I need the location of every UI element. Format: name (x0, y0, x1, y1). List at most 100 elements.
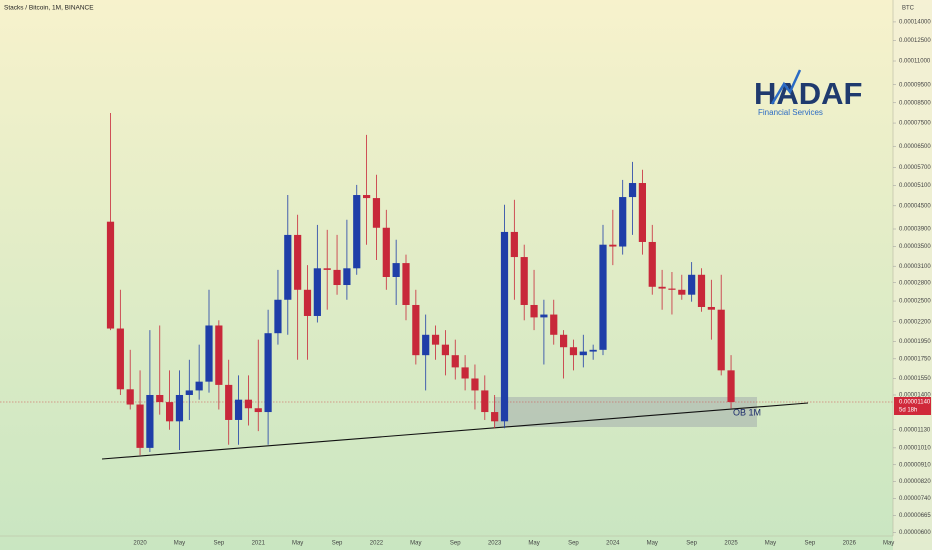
x-tick-label: 2023 (488, 541, 502, 547)
candle-body (363, 195, 371, 199)
y-tick-label: 0.00003100 (899, 264, 931, 270)
order-block-zone (494, 397, 757, 427)
y-tick-label: 0.00014000 (899, 20, 931, 26)
candles (106, 113, 735, 456)
candle-body (412, 304, 420, 356)
candle-body (717, 309, 725, 371)
candle-body (274, 299, 282, 334)
x-tick-label: Sep (805, 541, 816, 547)
x-tick-label: May (528, 541, 539, 547)
candle-body (530, 304, 538, 318)
y-tick-label: 0.00005700 (899, 165, 931, 171)
candle-body (491, 412, 499, 422)
y-tick-label: 0.00011000 (899, 59, 931, 65)
candle-body (579, 351, 587, 356)
candle-body (185, 390, 193, 395)
candle-body (648, 241, 656, 287)
x-tick-label: Sep (214, 541, 225, 547)
trend-line (101, 402, 809, 460)
candle-body (284, 234, 292, 300)
candle-body (628, 183, 637, 198)
candle-body (225, 384, 233, 420)
candle-body (244, 399, 252, 409)
candle-body (303, 289, 312, 316)
candle-body (195, 381, 203, 391)
candle-body (126, 389, 134, 405)
candle-body (402, 263, 410, 305)
candle-body (668, 288, 676, 290)
chart-title: Stacks / Bitcoin, 1M, BINANCE (4, 5, 94, 12)
x-tick-label: Sep (450, 541, 461, 547)
y-tick-label: 0.00000665 (899, 513, 931, 519)
y-tick-label: 0.00012500 (899, 38, 931, 44)
candle-body (254, 408, 262, 413)
x-tick-label: May (647, 541, 658, 547)
y-tick-label: 0.00001130 (899, 427, 931, 433)
candle-body (500, 231, 509, 422)
candle-body (116, 328, 124, 390)
candle-body (294, 234, 302, 290)
last-price-badge (894, 397, 931, 415)
candle-body (166, 402, 174, 422)
candle-body (560, 334, 568, 348)
candle-body (697, 274, 706, 307)
x-tick-label: May (883, 541, 894, 547)
x-tick-label: May (174, 541, 185, 547)
candle-body (264, 333, 272, 413)
candle-body (451, 355, 459, 368)
y-tick-label: 0.00000910 (899, 462, 931, 468)
x-tick-label: May (292, 541, 303, 547)
y-tick-label: 0.00003500 (899, 244, 931, 250)
candle-body (175, 394, 184, 422)
x-tick-label: 2026 (843, 541, 857, 547)
candle-body (343, 268, 351, 286)
y-tick-label: 0.00009500 (899, 82, 931, 88)
x-tick-label: 2024 (606, 541, 620, 547)
candle-body (372, 198, 381, 228)
candle-body (599, 244, 607, 350)
candle-body (136, 404, 144, 448)
candle-body (392, 263, 400, 278)
y-tick-label: 0.00004500 (899, 203, 931, 209)
candle-body (431, 334, 440, 345)
last-price-label: 0.00001140 (899, 400, 931, 406)
x-tick-label: 2020 (133, 541, 147, 547)
y-tick-label: 0.00002200 (899, 319, 931, 325)
candle-body (234, 399, 243, 420)
candle-body (589, 349, 597, 352)
y-tick-label: 0.00001750 (899, 356, 931, 362)
candle-body (520, 257, 528, 305)
x-tick-label: 2021 (252, 541, 266, 547)
candle-body (146, 394, 154, 448)
candle-body (619, 197, 627, 247)
candle-body (156, 394, 164, 403)
logo: HADAF Financial Services (754, 69, 863, 117)
logo-subtitle: Financial Services (758, 108, 823, 117)
candle-body (106, 221, 115, 329)
x-tick-label: Sep (568, 541, 579, 547)
candle-body (353, 195, 361, 269)
candle-body (471, 378, 479, 391)
y-tick-label: 0.00002800 (899, 280, 931, 286)
x-tick-label: 2025 (724, 541, 738, 547)
candle-body (658, 286, 666, 289)
candle-body (609, 244, 617, 247)
price-axis-panel (893, 0, 932, 550)
price-unit: BTC (902, 6, 915, 12)
candle-body (510, 231, 518, 258)
countdown-label: 5d 18h (899, 408, 917, 414)
y-tick-label: 0.00008500 (899, 100, 931, 106)
y-tick-label: 0.00001400 (899, 393, 931, 399)
candle-body (707, 306, 715, 310)
candle-body (678, 289, 686, 295)
y-tick-label: 0.00000600 (899, 530, 931, 536)
candle-body (205, 325, 213, 382)
candle-body (727, 370, 735, 403)
logo-arrow (770, 69, 802, 105)
x-tick-label: 2022 (370, 541, 384, 547)
y-tick-label: 0.00005100 (899, 183, 931, 189)
x-tick-label: May (410, 541, 421, 547)
y-tick-label: 0.00006500 (899, 144, 931, 150)
candle-body (638, 183, 646, 242)
